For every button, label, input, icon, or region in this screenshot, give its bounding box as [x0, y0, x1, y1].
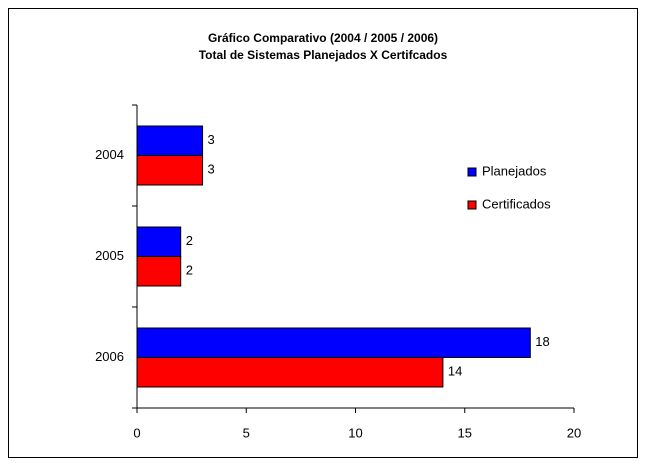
- bar: [136, 357, 444, 388]
- x-tick-label: 20: [567, 425, 581, 440]
- y-tick-label: 2006: [95, 349, 124, 364]
- bar: [136, 256, 182, 287]
- bar: [136, 226, 182, 257]
- legend-label: Planejados: [482, 163, 547, 178]
- y-tick-label: 2005: [95, 248, 124, 263]
- data-label: 2: [186, 263, 193, 278]
- bar: [136, 327, 531, 358]
- data-label: 3: [208, 132, 215, 147]
- chart-subtitle: Total de Sistemas Planejados X Certifcad…: [199, 48, 448, 62]
- bar: [136, 155, 204, 186]
- x-tick-label: 15: [458, 425, 472, 440]
- chart-title: Gráfico Comparativo (2004 / 2005 / 2006): [208, 31, 438, 45]
- x-tick-label: 0: [133, 425, 140, 440]
- chart-border: [8, 8, 638, 458]
- legend-swatch: [467, 200, 477, 210]
- legend-label: Certificados: [482, 196, 551, 211]
- legend-swatch: [467, 167, 477, 177]
- data-label: 2: [186, 233, 193, 248]
- bar: [136, 125, 204, 156]
- data-label: 3: [208, 162, 215, 177]
- data-label: 14: [448, 364, 462, 379]
- y-tick-label: 2004: [95, 147, 124, 162]
- x-tick-label: 10: [348, 425, 362, 440]
- x-tick-label: 5: [243, 425, 250, 440]
- data-label: 18: [535, 334, 549, 349]
